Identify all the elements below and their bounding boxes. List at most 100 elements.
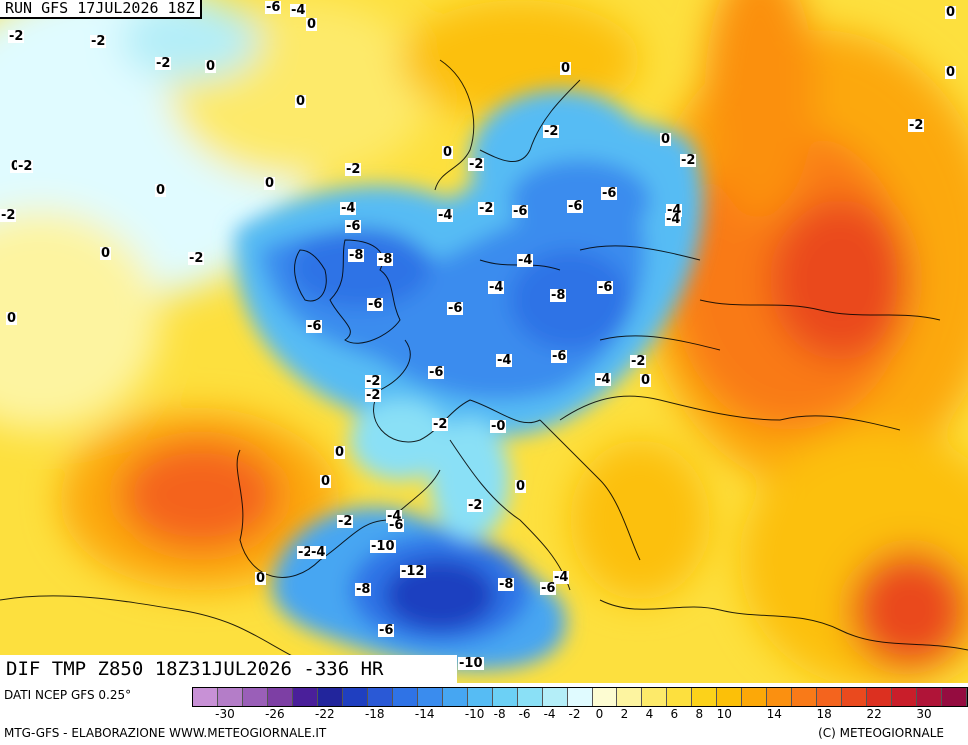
contour-label: 0 (255, 571, 267, 586)
color-swatch (217, 688, 243, 706)
contour-label: -2 (337, 514, 354, 529)
contour-label: -8 (348, 248, 365, 263)
contour-label: 0 (306, 17, 318, 32)
contour-label: 0 (320, 474, 332, 489)
contour-label: -4 (488, 280, 505, 295)
scale-tick-label: 6 (670, 707, 679, 721)
contour-label: -2 (680, 153, 697, 168)
scale-tick-label: 18 (816, 707, 832, 721)
contour-label: -6 (551, 349, 568, 364)
scale-tick-label: 0 (595, 707, 604, 721)
color-swatch (592, 688, 618, 706)
color-swatch (767, 688, 793, 706)
color-swatch (742, 688, 768, 706)
contour-label: -6 (447, 301, 464, 316)
scale-tick-label: 4 (645, 707, 654, 721)
contour-label: -10 (458, 656, 484, 671)
contour-label: -6 (345, 219, 362, 234)
contour-label: -2 (90, 34, 107, 49)
color-swatch (842, 688, 868, 706)
contour-label: 0 (945, 65, 957, 80)
contour-label: 0 (100, 246, 112, 261)
contour-label: -2 (155, 56, 172, 71)
color-swatch (367, 688, 393, 706)
contour-label: -4 (595, 372, 612, 387)
color-swatch (193, 688, 218, 706)
color-swatch (692, 688, 718, 706)
color-swatch (342, 688, 368, 706)
contour-label: -6 (265, 0, 282, 15)
color-swatch (417, 688, 443, 706)
legend-title: DATI NCEP GFS 0.25° (4, 688, 132, 702)
contour-label: 0 (660, 132, 672, 147)
contour-label: -4 (310, 545, 327, 560)
scale-tick-label: -18 (364, 707, 385, 721)
scale-tick-label: -8 (493, 707, 506, 721)
contour-label: -8 (550, 288, 567, 303)
color-swatch (617, 688, 643, 706)
color-swatch (817, 688, 843, 706)
contour-label: -6 (306, 319, 323, 334)
scale-tick-label: -26 (265, 707, 285, 721)
footer-credit: MTG-GFS - ELABORAZIONE WWW.METEOGIORNALE… (4, 726, 327, 740)
contour-label: -6 (512, 204, 529, 219)
temperature-anomaly-map: RUN GFS 17JUL2026 18Z -6 -4 0 -2 -2 -2 0 0 0 -2 0-… (0, 0, 968, 683)
color-swatch (867, 688, 893, 706)
footer-copyright: (C) METEOGIORNALE (818, 726, 944, 740)
contour-label: -2 (8, 29, 25, 44)
color-swatch (667, 688, 693, 706)
color-swatch (242, 688, 268, 706)
contour-label: -8 (355, 582, 372, 597)
contour-label: -6 (540, 581, 557, 596)
scale-tick-label: -14 (414, 707, 435, 721)
contour-label: -10 (370, 539, 396, 554)
scale-tick-label: -6 (518, 707, 531, 721)
scale-tick-label: -4 (543, 707, 556, 721)
color-swatch (442, 688, 468, 706)
contour-label: 0 (264, 176, 276, 191)
contour-label: -4 (553, 570, 570, 585)
variable-title: DIF TMP Z850 18Z31JUL2026 -336 HR (0, 655, 457, 683)
contour-label: -2 (365, 374, 382, 389)
color-swatch (717, 688, 743, 706)
color-swatch (642, 688, 668, 706)
scale-tick-label: 8 (695, 707, 704, 721)
contour-label: -6 (367, 297, 384, 312)
contour-label: -2 (365, 388, 382, 403)
color-swatch (492, 688, 518, 706)
color-swatch (517, 688, 543, 706)
contour-label: -2 (630, 354, 647, 369)
contour-label: -2 (478, 201, 495, 216)
contour-label: -4 (290, 3, 307, 18)
contour-label: -0 (490, 419, 507, 434)
contour-label: 0 (560, 61, 572, 76)
contour-label: -2 (908, 118, 925, 133)
contour-label: 0 (945, 5, 957, 20)
contour-label: -6 (601, 186, 618, 201)
color-scale-ticks: -30 -26 -22 -18 -14 -10 -8 -6 -4 -2 0 2 4 6 8 10 14 18 22 3… (192, 707, 968, 723)
scale-tick-label: -10 (464, 707, 485, 721)
color-swatch (467, 688, 493, 706)
contour-label: -6 (378, 623, 395, 638)
color-swatch (542, 688, 568, 706)
contour-label: -8 (498, 577, 515, 592)
contour-label: -4 (340, 201, 357, 216)
contour-label: -6 (428, 365, 445, 380)
contour-label: -6 (597, 280, 614, 295)
scale-tick-label: 2 (620, 707, 629, 721)
contour-label: -2 (432, 417, 449, 432)
contour-label: -2 (17, 159, 34, 174)
contour-label: -4 (517, 253, 534, 268)
contour-label: -6 (567, 199, 584, 214)
contour-label: -4 (665, 212, 682, 227)
contour-label: 0 (10, 159, 22, 174)
contour-label: 0 (205, 59, 217, 74)
contour-label: 0 (640, 373, 652, 388)
scale-tick-label: 22 (866, 707, 882, 721)
contour-label: -2 (345, 162, 362, 177)
scale-tick-label: -22 (315, 707, 335, 721)
scale-tick-label: 30 (916, 707, 932, 721)
map-canvas (0, 0, 968, 683)
contour-label: -4 (437, 208, 454, 223)
color-swatch (892, 688, 918, 706)
